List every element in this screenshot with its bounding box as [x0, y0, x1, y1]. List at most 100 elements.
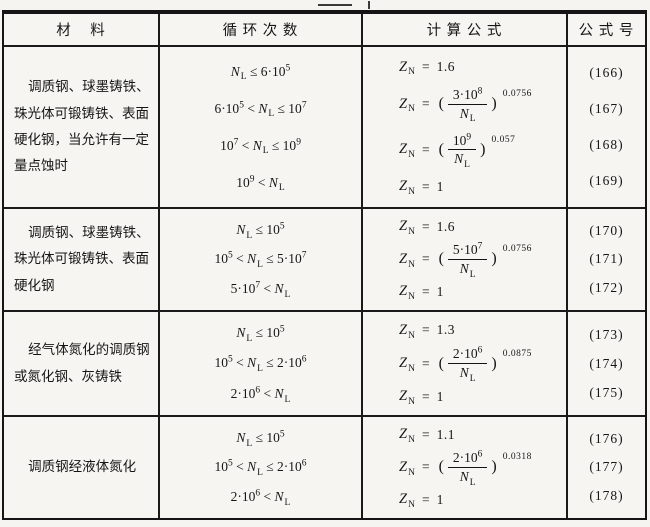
close-paren: ) [491, 250, 497, 268]
material-cell: 经气体氮化的调质钢 或氮化钢、灰铸铁 [4, 312, 160, 417]
fraction-denominator: NL [454, 151, 470, 170]
formula-lhs: ZN [399, 178, 415, 197]
fraction: 2·106 NL [447, 346, 488, 384]
equals-sign: = [421, 355, 430, 371]
cycle-range: 5·107 < NL [230, 280, 291, 300]
formula: ZN = (5·107 NL) 0.0756 [399, 242, 532, 279]
cycle-range: NL ≤ 105 [236, 221, 285, 241]
formula-number: (166) [589, 65, 624, 80]
equals-sign: = [421, 283, 430, 299]
formula: ZN = 1.6 [399, 59, 455, 77]
formulas-cell: ZN = 1.1 ZN = (2·106 NL) 0.0318 ZN = 1 [363, 417, 568, 518]
formula-value: 1 [436, 388, 444, 404]
formula-lhs: ZN [399, 141, 415, 160]
formula-number-cell: (166) (167) (168) (169) [568, 47, 645, 209]
exponent: 0.0756 [502, 244, 532, 255]
exponent: 0.0756 [502, 89, 532, 100]
header-formula-number: 公 式 号 [568, 14, 645, 47]
equals-sign: = [421, 388, 430, 404]
formula-number: (167) [589, 101, 624, 116]
cycle-range: NL ≤ 105 [236, 429, 285, 449]
open-paren: ( [438, 354, 444, 372]
formula-lhs: ZN [399, 321, 415, 341]
material-cell: 调质钢经液体氮化 [4, 417, 160, 518]
material-text: 调质钢经液体氮化 [28, 459, 137, 475]
equals-sign: = [421, 59, 430, 75]
formula-number: (175) [589, 384, 624, 400]
formula-number: (170) [589, 223, 624, 239]
cycle-range: 2·106 < NL [230, 385, 291, 405]
exponent: 0.0318 [502, 452, 532, 463]
formula-value: 1 [436, 491, 444, 507]
formula-lhs: ZN [399, 491, 415, 511]
cycle-range: 107 < NL ≤ 109 [220, 137, 301, 157]
material-text: 调质钢、球墨铸铁、 珠光体可锻铸铁、表面 硬化钢，当允许有一定 量点蚀时 [14, 79, 150, 174]
open-paren: ( [438, 250, 444, 268]
formula-lhs: ZN [399, 388, 415, 407]
formulas-cell: ZN = 1.6 ZN =(3·108 NL) 0.0756 ZN =(109 NL) 0.057 Z… [363, 47, 568, 209]
equals-sign: = [421, 459, 430, 475]
cycle-range: 2·106 < NL [230, 488, 291, 508]
formula-value: 1.6 [436, 59, 455, 75]
equals-sign: = [421, 96, 430, 112]
cycles-cell: NL ≤ 105 105 < NL ≤ 2·106 2·106 < NL [160, 417, 363, 518]
formula-value: 1.3 [436, 322, 455, 338]
formula: ZN = (3·108 NL) 0.0756 [399, 87, 532, 125]
fraction-numerator: 3·108 [447, 87, 488, 105]
formula-lhs: ZN [399, 218, 415, 238]
formula-lhs: ZN [399, 458, 415, 478]
cycle-range: NL ≤ 6·105 [230, 63, 291, 83]
cycle-range: 109 < NL [236, 174, 285, 194]
formula-value: 1 [436, 178, 444, 194]
equals-sign: = [421, 218, 430, 234]
fraction: 109 NL [447, 132, 477, 170]
open-paren: ( [438, 140, 444, 158]
formula-number: (169) [589, 173, 624, 188]
fraction-numerator: 5·107 [447, 242, 488, 260]
cycle-range: 6·105 < NL ≤ 107 [214, 100, 307, 120]
formula-lhs: ZN [399, 426, 415, 446]
header-formula: 计 算 公 式 [363, 14, 568, 47]
formula: ZN = 1.1 [399, 426, 455, 446]
fraction-denominator: NL [459, 365, 476, 384]
equals-sign: = [421, 178, 430, 194]
cycle-range: NL ≤ 105 [236, 324, 285, 344]
fraction-denominator: NL [459, 105, 476, 125]
formula: ZN = 1 [399, 491, 444, 511]
equals-sign: = [421, 426, 430, 442]
equals-sign: = [421, 322, 430, 338]
header-cycles: 循 环 次 数 [160, 14, 363, 47]
material-cell: 调质钢、球墨铸铁、 珠光体可锻铸铁、表面 硬化钢 [4, 209, 160, 312]
formula: ZN = 1.3 [399, 321, 455, 341]
formula-number: (176) [589, 431, 624, 447]
fraction: 2·106 NL [447, 450, 488, 488]
close-paren: ) [491, 458, 497, 476]
formula: ZN = (2·106 NL) 0.0875 [399, 346, 532, 384]
open-paren: ( [438, 95, 444, 113]
scan-artifact [318, 4, 352, 6]
cycles-cell: NL ≤ 105 105 < NL ≤ 5·107 5·107 < NL [160, 209, 363, 312]
formula: ZN = (2·106 NL) 0.0318 [399, 450, 532, 488]
fraction: 3·108 NL [447, 87, 488, 125]
formula-number: (173) [589, 326, 624, 342]
life-factor-table: 材 料 循 环 次 数 计 算 公 式 公 式 号 调质钢、球墨铸铁、 珠光体可锻… [2, 10, 647, 520]
scan-artifact [368, 1, 370, 9]
formula-lhs: ZN [399, 95, 415, 115]
formula-number: (178) [589, 487, 624, 503]
exponent: 0.057 [491, 134, 516, 145]
cycle-range: 105 < NL ≤ 2·106 [214, 354, 307, 375]
material-text: 调质钢、球墨铸铁、 珠光体可锻铸铁、表面 硬化钢 [14, 225, 150, 293]
fraction-numerator: 2·106 [447, 346, 488, 364]
material-text: 经气体氮化的调质钢 或氮化钢、灰铸铁 [14, 342, 150, 384]
exponent: 0.0875 [502, 348, 532, 359]
formula-value: 1.6 [436, 218, 455, 234]
cycles-cell: NL ≤ 6·105 6·105 < NL ≤ 107 107 < NL ≤ 109… [160, 47, 363, 209]
open-paren: ( [438, 458, 444, 476]
fraction-denominator: NL [459, 468, 476, 488]
formulas-cell: ZN = 1.6 ZN = (5·107 NL) 0.0756 ZN = 1 [363, 209, 568, 312]
formula: ZN = 1.6 [399, 218, 455, 238]
close-paren: ) [480, 140, 486, 158]
cycles-cell: NL ≤ 105 105 < NL ≤ 2·106 2·106 < NL [160, 312, 363, 417]
formula-value: 1.1 [436, 426, 455, 442]
formula: ZN = (109 NL) 0.057 [399, 132, 516, 170]
